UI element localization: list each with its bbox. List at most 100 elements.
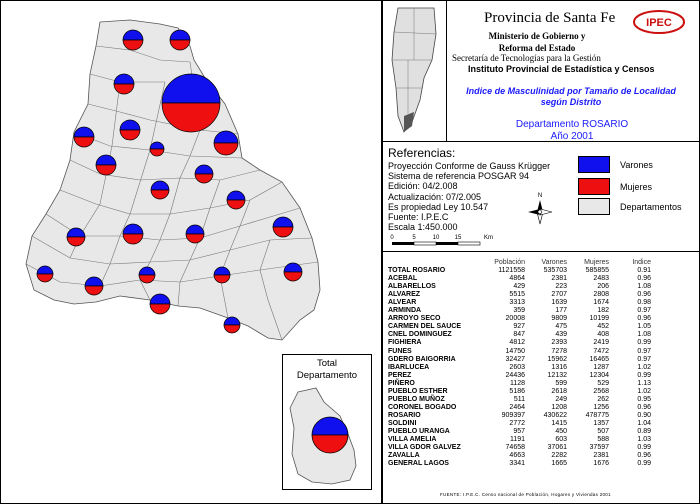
table-row: ARMINDA 359 177 182 0.97	[388, 307, 688, 315]
row-indice: 1.03	[637, 436, 651, 444]
district-pie	[223, 316, 241, 334]
ref-projection: Proyección Conforme de Gauss Krügger	[388, 161, 551, 171]
statistics-table: Población Varones Mujeres Indice TOTAL R…	[388, 259, 688, 468]
row-mujeres: 182	[597, 307, 609, 315]
row-name: GENERAL LAGOS	[388, 460, 449, 468]
department-label: Departamento ROSARIO Año 2001	[515, 119, 629, 142]
row-name: CNEL DOMINGUEZ	[388, 331, 452, 339]
institute-label: Instituto Provincial de Estadística y Ce…	[468, 64, 655, 74]
row-name: ARROYO SECO	[388, 315, 441, 323]
row-name: PEREZ	[388, 371, 412, 379]
row-varones: 2618	[551, 387, 567, 395]
row-mujeres: 206	[597, 283, 609, 291]
district-pie	[66, 227, 86, 247]
row-varones: 1665	[551, 460, 567, 468]
scale-tick-15: 15	[455, 235, 462, 241]
secretaria-label: Secretaría de Tecnologías para la Gestió…	[452, 53, 601, 63]
legend-swatch-male	[578, 156, 610, 173]
row-indice: 0.99	[637, 339, 651, 347]
ipec-logo: IPEC	[633, 10, 685, 34]
row-name: ARMINDA	[388, 307, 422, 315]
table-row: IBARLUCEA 2603 1316 1287 1.02	[388, 364, 688, 372]
ref-edition: Edición: 04/2.008	[388, 181, 458, 191]
row-varones: 450	[555, 427, 567, 435]
row-poblacion: 1191	[509, 436, 525, 444]
district-map	[25, 19, 321, 341]
row-poblacion: 3341	[509, 460, 525, 468]
row-varones: 249	[555, 395, 567, 403]
table-row: SOLDINI 2772 1415 1357 1.04	[388, 420, 688, 428]
row-indice: 0.89	[637, 427, 651, 435]
row-indice: 0.97	[637, 307, 651, 315]
row-varones: 9809	[551, 315, 567, 323]
table-row: PIÑERO 1128 599 529 1.13	[388, 380, 688, 388]
row-name: ALVAREZ	[388, 291, 421, 299]
row-poblacion: 24436	[505, 371, 525, 379]
row-mujeres: 2381	[593, 452, 609, 460]
row-mujeres: 588	[597, 436, 609, 444]
row-poblacion: 5186	[509, 387, 525, 395]
row-poblacion: 14750	[505, 347, 525, 355]
row-indice: 1.05	[637, 323, 651, 331]
total-department-box	[282, 354, 372, 490]
table-row: TOTAL ROSARIO 1121558 535703 585855 0.91	[388, 267, 688, 275]
row-indice: 1.08	[637, 283, 651, 291]
legend-swatch-female	[578, 178, 610, 195]
row-poblacion: 20008	[505, 315, 525, 323]
district-pie	[122, 223, 144, 245]
row-name: PIÑERO	[388, 379, 415, 387]
ref-update: Actualización: 07/2.005	[388, 192, 482, 202]
row-varones: 603	[555, 436, 567, 444]
row-varones: 15962	[547, 355, 567, 363]
district-pie	[194, 164, 214, 184]
row-indice: 0.99	[637, 444, 651, 452]
table-row: GENERAL LAGOS 3341 1665 1676 0.99	[388, 460, 688, 468]
scale-bar: 0 5 10 15 Km	[390, 235, 493, 246]
row-poblacion: 847	[513, 331, 525, 339]
table-row: VILLA GDOR GALVEZ 74658 37061 37597 0.99	[388, 444, 688, 452]
row-poblacion: 2603	[509, 363, 525, 371]
row-poblacion: 2772	[509, 419, 525, 427]
north-label: N	[538, 193, 542, 199]
district-pie	[149, 293, 171, 315]
row-name: ZAVALLA	[388, 452, 420, 460]
divider-title	[382, 141, 700, 142]
scale-unit: Km	[484, 235, 493, 241]
row-name: VILLA GDOR GALVEZ	[388, 444, 461, 452]
row-varones: 7278	[551, 347, 567, 355]
row-poblacion: 1128	[509, 379, 525, 387]
total-department-map	[289, 387, 357, 485]
row-indice: 0.97	[637, 355, 651, 363]
row-mujeres: 37597	[589, 444, 609, 452]
header-poblacion: Población	[494, 259, 525, 266]
total-pie	[311, 416, 349, 454]
row-poblacion: 429	[513, 283, 525, 291]
legend-label-female: Mujeres	[620, 182, 653, 192]
row-varones: 2381	[551, 275, 567, 283]
row-name: ROSARIO	[388, 411, 421, 419]
row-poblacion: 4663	[509, 452, 525, 460]
district-pie	[73, 126, 95, 148]
legend-label-male: Varones	[620, 160, 653, 170]
row-mujeres: 507	[597, 427, 609, 435]
row-indice: 0.96	[637, 291, 651, 299]
row-poblacion: 74658	[505, 444, 525, 452]
table-row: VILLA AMELIA 1191 603 588 1.03	[388, 436, 688, 444]
row-varones: 37061	[547, 444, 567, 452]
table-row: ALVAREZ 5515 2707 2808 0.96	[388, 291, 688, 299]
row-name: GDERO BAIGORRIA	[388, 355, 456, 363]
ref-system: Sistema de referencia POSGAR 94	[388, 171, 530, 181]
district-pie	[113, 73, 135, 95]
row-varones: 223	[555, 283, 567, 291]
row-indice: 0.99	[637, 371, 651, 379]
ref-scale: Escala 1:450.000	[388, 222, 458, 232]
district-pie	[161, 73, 221, 133]
row-mujeres: 1676	[593, 460, 609, 468]
row-mujeres: 2568	[593, 387, 609, 395]
total-department-label: Total Departamento	[296, 358, 358, 381]
row-indice: 0.96	[637, 403, 651, 411]
district-pie	[138, 266, 156, 284]
district-pie	[84, 276, 104, 296]
row-poblacion: 4812	[509, 339, 525, 347]
district-pie	[122, 29, 144, 51]
